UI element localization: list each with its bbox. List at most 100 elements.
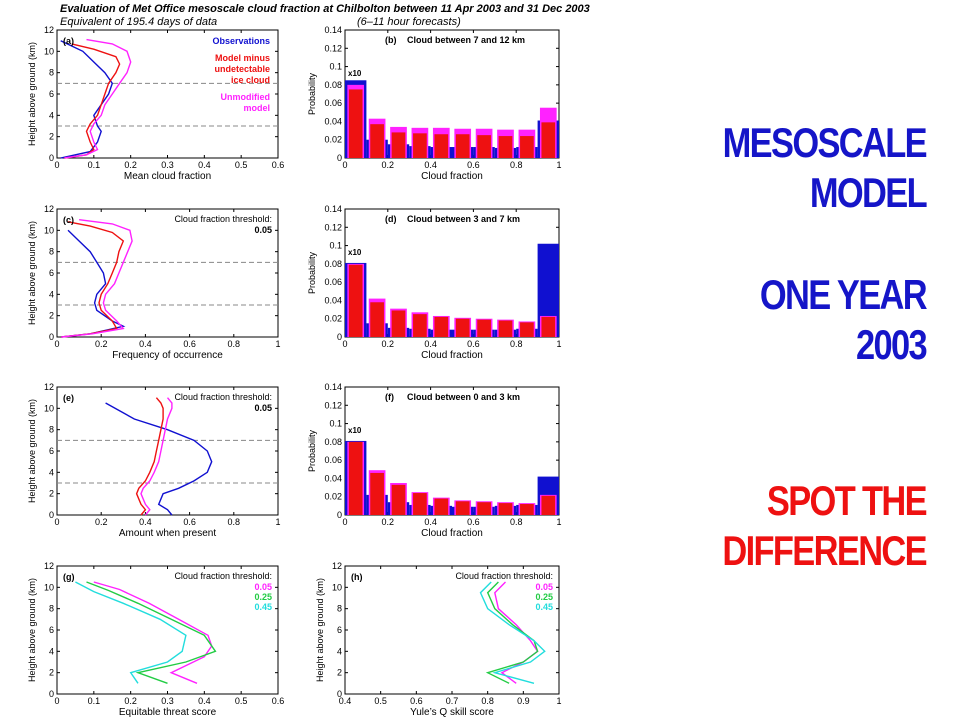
panel-h-xtick-label: 0.8	[481, 696, 494, 706]
panel-g-panel-label: (g)	[63, 572, 75, 582]
side-line-1: MESOSCALE	[722, 119, 928, 166]
panel-f-bar	[520, 504, 534, 515]
panel-h-xtick-label: 0.4	[339, 696, 352, 706]
side-caption: MESOSCALE MODEL ONE YEAR 2003 SPOT THE D…	[680, 118, 928, 576]
panel-a-xtick-label: 0.1	[88, 160, 101, 170]
panel-h-ylabel: Height above ground (km)	[315, 578, 325, 682]
panel-a-xtick-label: 0.3	[161, 160, 174, 170]
panel-g-xtick-label: 0	[54, 696, 59, 706]
panel-g-ytick-label: 12	[44, 561, 54, 571]
panel-a-legend-1: Observations	[212, 36, 270, 46]
panel-f-ytick-label: 0	[337, 510, 342, 520]
panel-b-bar	[434, 134, 449, 158]
side-line-2: MODEL	[809, 169, 928, 216]
panel-b-panel-label: (b)	[385, 35, 397, 45]
panel-d-bar	[541, 316, 556, 337]
panel-c-ytick-label: 12	[44, 204, 54, 214]
panel-c-ytick-label: 2	[49, 311, 54, 321]
panel-h-xtick-label: 0.6	[410, 696, 423, 706]
panel-e-series-line	[135, 397, 164, 516]
panel-b-ytick-label: 0.1	[329, 62, 342, 72]
panel-e-ytick-label: 8	[49, 425, 54, 435]
panel-h-ytick-label: 8	[337, 604, 342, 614]
panel-f-bar	[434, 498, 449, 515]
panel-h-ytick-label: 2	[337, 668, 342, 678]
panel-g-ytick-label: 10	[44, 582, 54, 592]
panel-e-threshold-value: 0.05	[254, 403, 272, 413]
panel-b-bar	[370, 124, 384, 158]
panel-c-ytick-label: 4	[49, 289, 54, 299]
panel-c-frame	[56, 208, 279, 338]
panel-f-ytick-label: 0.14	[324, 382, 342, 392]
panel-c-threshold-value: 0.05	[254, 225, 272, 235]
panel-c-xtick-label: 0	[54, 339, 59, 349]
panel-f-xtick-label: 1	[556, 517, 561, 527]
panel-g-threshold-value: 0.45	[254, 602, 272, 612]
panel-b-bar	[498, 136, 513, 158]
panel-e-panel-label: (e)	[63, 393, 74, 403]
panel-a-xtick-label: 0.2	[124, 160, 137, 170]
panel-d-bar	[455, 318, 470, 337]
panel-g-threshold-value: 0.25	[254, 592, 272, 602]
panel-g-ytick-label: 4	[49, 646, 54, 656]
panel-g-ytick-label: 8	[49, 604, 54, 614]
panel-h-ytick-label: 0	[337, 689, 342, 699]
panel-d-bar	[370, 302, 384, 337]
panel-f-ytick-label: 0.1	[329, 419, 342, 429]
panel-c-xtick-label: 0.4	[139, 339, 152, 349]
panel-g-series-line	[75, 581, 187, 684]
panel-b-title: Cloud between 7 and 12 km	[407, 35, 525, 45]
panel-b-ytick-label: 0.02	[324, 135, 342, 145]
panel-a-ytick-label: 6	[49, 89, 54, 99]
panel-a-legend-2: ice cloud	[231, 75, 270, 85]
panel-e-ytick-label: 0	[49, 510, 54, 520]
panel-f-bar	[413, 493, 427, 515]
panel-c-ytick-label: 8	[49, 247, 54, 257]
panel-h-ytick-label: 10	[332, 582, 342, 592]
panel-d-bar	[391, 310, 406, 337]
panel-c-xlabel: Frequency of occurrence	[112, 350, 223, 361]
panel-a-panel-label: (a)	[63, 36, 74, 46]
panel-d-xlabel: Cloud fraction	[421, 350, 483, 361]
panel-d-xtick-label: 0.6	[467, 339, 480, 349]
panel-c-ytick-label: 0	[49, 332, 54, 342]
panel-e-series-line	[105, 402, 213, 516]
panel-a-xtick-label: 0.4	[198, 160, 211, 170]
panel-d-bar	[477, 319, 491, 337]
panel-a-ylabel: Height above ground (km)	[27, 42, 37, 146]
panel-b-xtick-label: 0.8	[510, 160, 523, 170]
panel-d-x10-label: x10	[348, 248, 362, 257]
panel-a-legend-2: Model minus	[215, 53, 270, 63]
panel-a-ytick-label: 4	[49, 110, 54, 120]
panel-f-xtick-label: 0.8	[510, 517, 523, 527]
panel-d-xtick-label: 0	[342, 339, 347, 349]
figure-subtitle-left: Equivalent of 195.4 days of data	[60, 16, 218, 28]
panel-d-xtick-label: 0.8	[510, 339, 523, 349]
panel-d-ytick-label: 0.04	[324, 295, 342, 305]
panel-b-xlabel: Cloud fraction	[421, 171, 483, 182]
panel-a-legend-2: undetectable	[214, 64, 270, 74]
panel-f-bar	[541, 495, 556, 515]
panel-e-ytick-label: 2	[49, 489, 54, 499]
panel-b-bar	[477, 135, 491, 158]
panel-h-threshold-value: 0.25	[535, 592, 553, 602]
panel-c-xtick-label: 1	[275, 339, 280, 349]
panel-e-xtick-label: 1	[275, 517, 280, 527]
panel-h-xtick-label: 0.9	[517, 696, 530, 706]
panel-f-bar	[370, 472, 384, 515]
panel-a-frame	[56, 29, 279, 159]
panel-h-ytick-label: 12	[332, 561, 342, 571]
panel-g-series-line	[86, 581, 217, 684]
panel-d-bar	[413, 314, 427, 337]
panel-e-ytick-label: 4	[49, 467, 54, 477]
panel-c-ytick-label: 6	[49, 268, 54, 278]
side-line-3: ONE YEAR	[759, 271, 928, 318]
panel-f-bar	[455, 501, 470, 515]
panel-d-ylabel: Probability	[307, 251, 317, 294]
panel-c-panel-label: (c)	[63, 215, 74, 225]
panel-h-ytick-label: 6	[337, 625, 342, 635]
panel-a-series-line	[64, 43, 121, 159]
panel-b-xtick-label: 0	[342, 160, 347, 170]
panel-b-bar	[455, 134, 470, 158]
panel-f-bar	[498, 503, 513, 515]
